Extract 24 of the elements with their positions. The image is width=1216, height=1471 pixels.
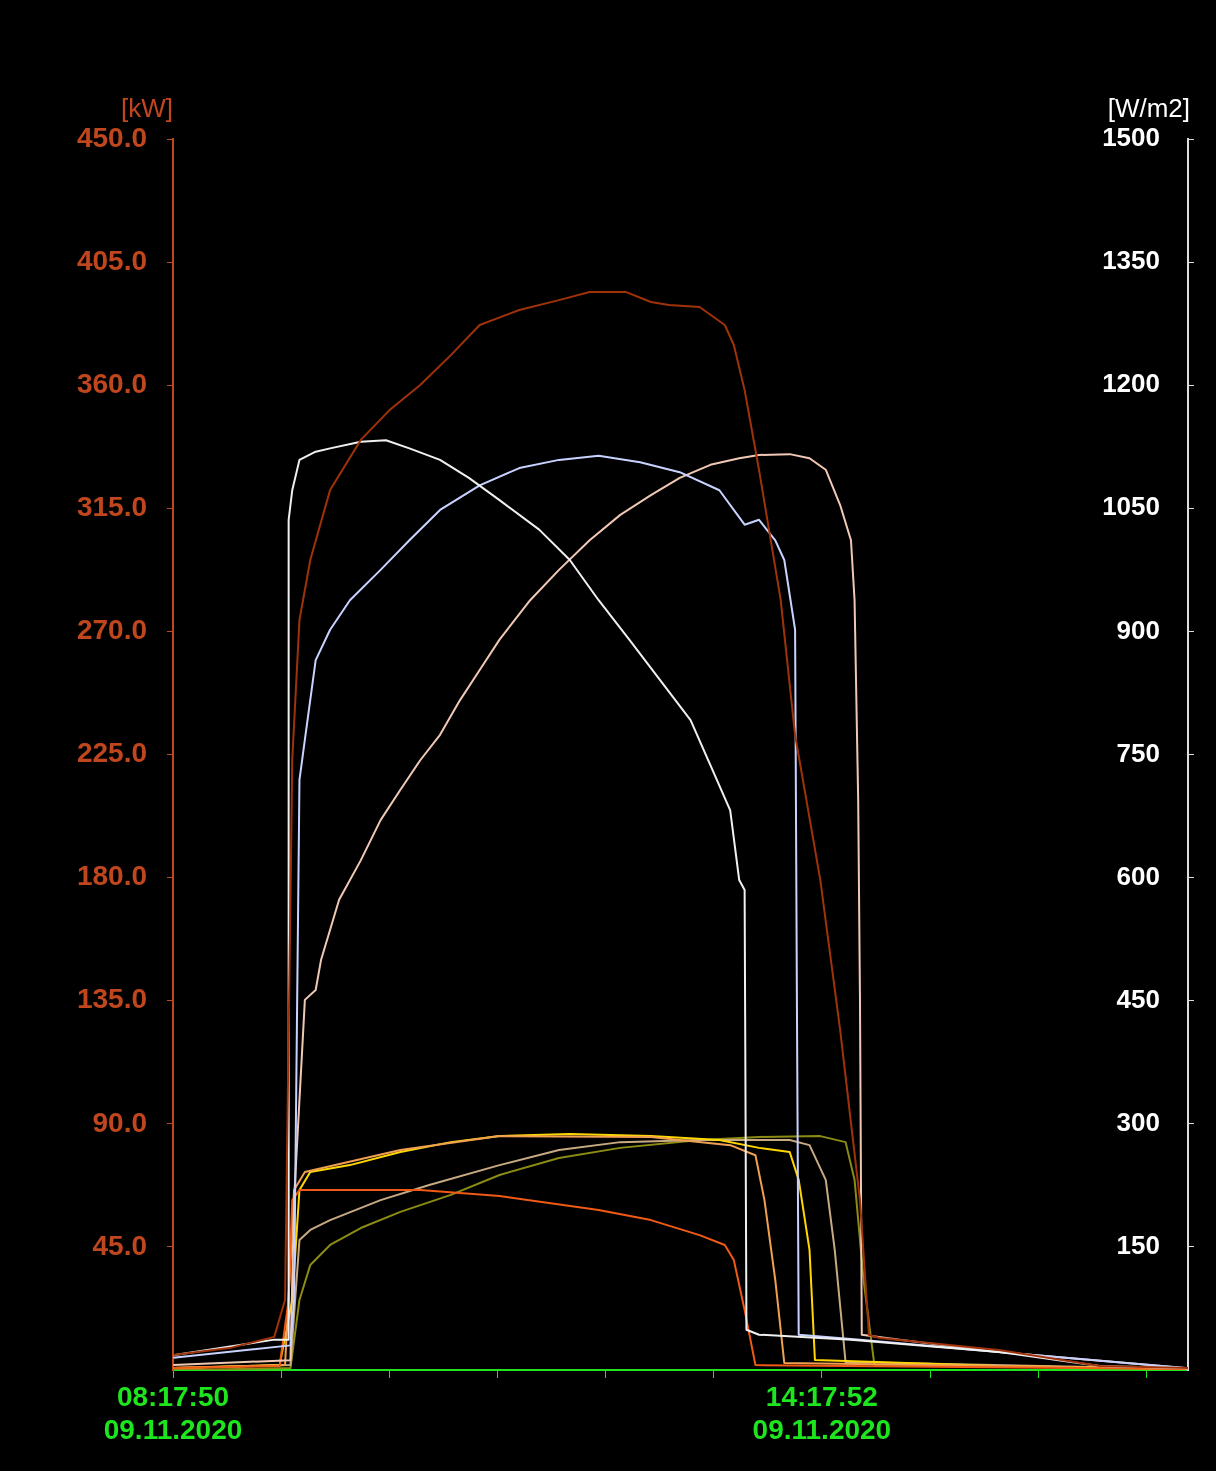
y2-tick-label: 300 bbox=[1116, 1106, 1160, 1137]
y2-tick-label: 1200 bbox=[1102, 368, 1160, 399]
x-tick-label: 08:17:50 09.11.2020 bbox=[103, 1380, 243, 1446]
y2-tick-label: 750 bbox=[1116, 737, 1160, 768]
y-tick-label: 180.0 bbox=[76, 860, 147, 892]
y-tick-label: 90.0 bbox=[92, 1106, 147, 1138]
y2-axis-title: [W/m2] bbox=[1107, 93, 1190, 124]
y2-tick-label: 150 bbox=[1116, 1230, 1160, 1261]
y-tick-label: 135.0 bbox=[76, 983, 147, 1015]
y-tick-label: 450.0 bbox=[76, 121, 147, 153]
y2-tick-label: 900 bbox=[1116, 614, 1160, 645]
y-tick-label: 225.0 bbox=[76, 737, 147, 769]
y2-tick-label: 450 bbox=[1116, 983, 1160, 1014]
y2-tick-label: 600 bbox=[1116, 860, 1160, 891]
y-axis-title: [kW] bbox=[121, 93, 173, 124]
y-tick-label: 360.0 bbox=[76, 367, 147, 399]
y-tick-label: 45.0 bbox=[92, 1229, 147, 1261]
y-tick-label: 405.0 bbox=[76, 244, 147, 276]
x-tick-label: 14:17:52 09.11.2020 bbox=[752, 1380, 892, 1446]
y2-tick-label: 1500 bbox=[1102, 122, 1160, 153]
y2-tick-label: 1050 bbox=[1102, 491, 1160, 522]
y-tick-label: 315.0 bbox=[76, 491, 147, 523]
y2-tick-label: 1350 bbox=[1102, 245, 1160, 276]
y-tick-label: 270.0 bbox=[76, 614, 147, 646]
